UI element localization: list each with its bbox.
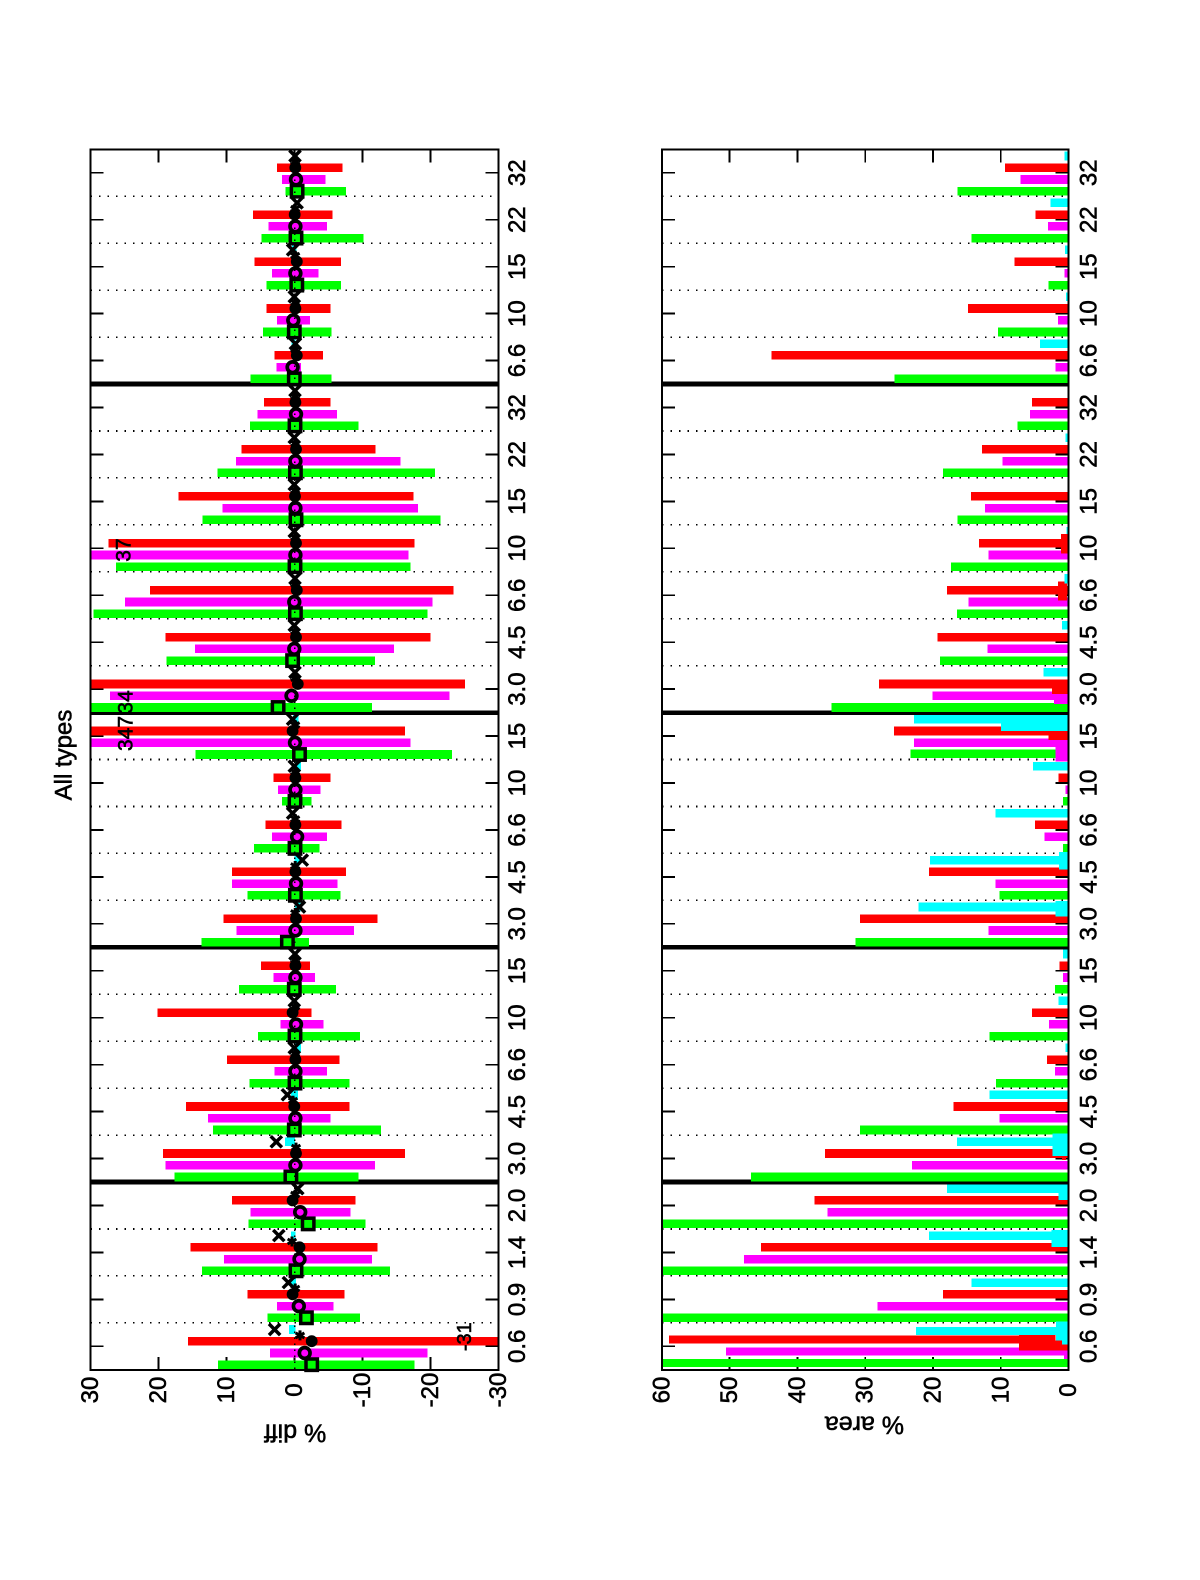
svg-text:10: 10 <box>504 535 531 562</box>
svg-text:6.6: 6.6 <box>504 579 531 612</box>
svg-text:50: 50 <box>716 1377 743 1404</box>
svg-text:2.0: 2.0 <box>504 1189 531 1222</box>
svg-text:6.6: 6.6 <box>504 344 531 377</box>
svg-text:22: 22 <box>1076 206 1103 233</box>
svg-text:0: 0 <box>281 1383 308 1396</box>
svg-text:60: 60 <box>648 1377 675 1404</box>
svg-text:10: 10 <box>504 300 531 327</box>
svg-text:22: 22 <box>504 441 531 468</box>
svg-text:34: 34 <box>115 690 138 714</box>
svg-text:15: 15 <box>1076 253 1103 280</box>
svg-text:3.0: 3.0 <box>504 907 531 940</box>
svg-text:% area: % area <box>825 1411 904 1439</box>
svg-text:4.5: 4.5 <box>1076 1095 1103 1128</box>
svg-text:347: 347 <box>115 716 138 751</box>
svg-text:15: 15 <box>504 253 531 280</box>
svg-text:6.6: 6.6 <box>1076 579 1103 612</box>
svg-text:All types: All types <box>51 710 78 801</box>
svg-text:0: 0 <box>1055 1383 1082 1396</box>
svg-text:% diff: % diff <box>264 1419 326 1447</box>
svg-text:3.0: 3.0 <box>504 672 531 705</box>
svg-text:20: 20 <box>145 1377 172 1404</box>
svg-text:-10: -10 <box>349 1373 376 1408</box>
svg-text:10: 10 <box>1076 770 1103 797</box>
svg-text:32: 32 <box>504 394 531 421</box>
svg-text:40: 40 <box>784 1377 811 1404</box>
svg-text:-30: -30 <box>485 1373 512 1408</box>
svg-text:4.5: 4.5 <box>1076 860 1103 893</box>
svg-text:32: 32 <box>1076 394 1103 421</box>
svg-text:-31: -31 <box>454 1322 476 1351</box>
svg-text:15: 15 <box>504 723 531 750</box>
svg-text:30: 30 <box>77 1377 104 1404</box>
svg-text:22: 22 <box>504 206 531 233</box>
svg-text:2.0: 2.0 <box>1076 1189 1103 1222</box>
svg-text:37: 37 <box>113 538 136 561</box>
svg-text:6.6: 6.6 <box>1076 1048 1103 1081</box>
svg-text:15: 15 <box>1076 723 1103 750</box>
svg-text:20: 20 <box>920 1377 947 1404</box>
svg-text:10: 10 <box>1076 300 1103 327</box>
svg-text:10: 10 <box>1076 1004 1103 1031</box>
svg-text:30: 30 <box>852 1377 879 1404</box>
svg-text:0.9: 0.9 <box>1076 1283 1103 1316</box>
svg-text:3.0: 3.0 <box>1076 1142 1103 1175</box>
svg-text:4.5: 4.5 <box>504 1095 531 1128</box>
svg-text:4.5: 4.5 <box>504 860 531 893</box>
svg-text:6.6: 6.6 <box>504 1048 531 1081</box>
svg-text:3.0: 3.0 <box>1076 672 1103 705</box>
svg-text:32: 32 <box>1076 159 1103 186</box>
svg-text:-20: -20 <box>417 1373 444 1408</box>
svg-text:15: 15 <box>1076 488 1103 515</box>
svg-text:10: 10 <box>213 1377 240 1404</box>
svg-text:0.6: 0.6 <box>1076 1330 1103 1363</box>
svg-text:1.4: 1.4 <box>1076 1236 1103 1269</box>
svg-text:10: 10 <box>504 770 531 797</box>
svg-text:15: 15 <box>504 488 531 515</box>
svg-text:6.6: 6.6 <box>1076 813 1103 846</box>
svg-text:0.6: 0.6 <box>504 1330 531 1363</box>
svg-text:4.5: 4.5 <box>1076 626 1103 659</box>
svg-text:10: 10 <box>504 1004 531 1031</box>
svg-text:6.6: 6.6 <box>1076 344 1103 377</box>
svg-text:6.6: 6.6 <box>504 813 531 846</box>
svg-text:3.0: 3.0 <box>504 1142 531 1175</box>
svg-text:1.4: 1.4 <box>504 1236 531 1269</box>
svg-text:10: 10 <box>1076 535 1103 562</box>
svg-text:3.0: 3.0 <box>1076 907 1103 940</box>
svg-text:22: 22 <box>1076 441 1103 468</box>
svg-text:4.5: 4.5 <box>504 626 531 659</box>
svg-text:15: 15 <box>1076 957 1103 984</box>
svg-text:32: 32 <box>504 159 531 186</box>
svg-text:0.9: 0.9 <box>504 1283 531 1316</box>
svg-text:15: 15 <box>504 957 531 984</box>
svg-text:10: 10 <box>987 1377 1014 1404</box>
